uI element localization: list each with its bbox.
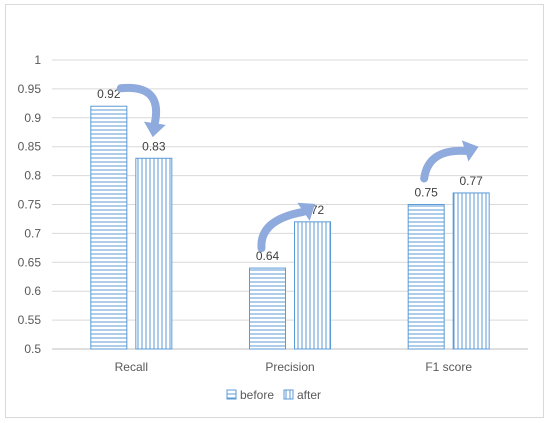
arrow-shaft	[420, 146, 470, 183]
y-tick-label: 0.9	[24, 111, 41, 125]
y-axis-ticks: 0.5 0.55 0.6 0.65 0.7 0.75 0.8 0.85 0.9 0.95 1	[18, 53, 42, 356]
arrow-head	[461, 140, 479, 162]
y-tick-label: 0.5	[24, 342, 41, 356]
category-labels: Recall Precision F1 score	[115, 360, 473, 374]
bar-after-precision	[294, 221, 331, 350]
bars	[90, 105, 490, 350]
bar-before-precision	[249, 267, 286, 350]
data-label: 0.75	[414, 186, 438, 200]
category-label: Recall	[115, 360, 148, 374]
y-tick-label: 0.95	[18, 82, 42, 96]
curved-arrow-icon	[420, 140, 479, 183]
y-tick-label: 0.55	[18, 313, 42, 327]
arrow-shaft	[116, 83, 160, 128]
legend-swatch	[226, 389, 237, 400]
y-tick-label: 0.6	[24, 284, 41, 298]
y-tick-label: 1	[34, 53, 41, 67]
arrows	[116, 83, 479, 253]
curved-arrow-icon	[116, 83, 166, 138]
legend-label: before	[240, 388, 274, 402]
legend-item-before: before	[226, 388, 274, 402]
bar-after-f1-score	[452, 192, 490, 350]
data-label: 0.64	[256, 249, 280, 263]
category-label: Precision	[265, 360, 314, 374]
bar-before-recall	[90, 105, 128, 350]
category-label: F1 score	[425, 360, 472, 374]
legend-item-after: after	[283, 388, 321, 402]
legend-swatch	[283, 389, 294, 400]
bar-before-f1-score	[407, 204, 445, 350]
legend-label: after	[297, 388, 321, 402]
y-tick-label: 0.65	[18, 255, 42, 269]
data-label: 0.92	[97, 87, 121, 101]
arrow-head	[143, 121, 166, 138]
bar-after-recall	[135, 157, 173, 350]
y-tick-label: 0.85	[18, 140, 42, 154]
data-label: 0.83	[142, 139, 166, 153]
y-tick-label: 0.75	[18, 198, 42, 212]
arrow-shaft	[257, 207, 308, 253]
y-tick-label: 0.7	[24, 226, 41, 240]
legend: before after	[226, 388, 321, 402]
y-tick-label: 0.8	[24, 169, 41, 183]
arrow-head	[297, 202, 316, 221]
data-label: 0.77	[459, 174, 483, 188]
curved-arrow-icon	[257, 202, 316, 253]
